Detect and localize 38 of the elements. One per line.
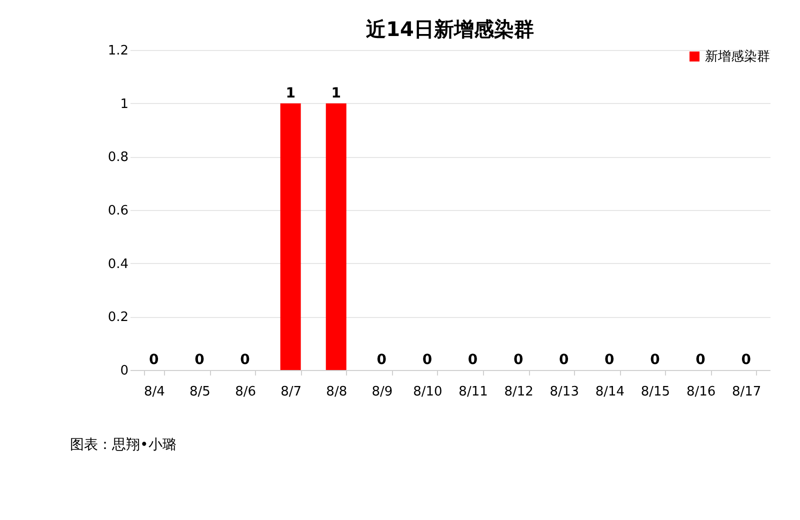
x-tick-label: 8/11 [458,384,488,400]
x-tick-label: 8/9 [372,384,393,400]
x-tick-label: 8/7 [280,384,302,400]
x-tick-label: 8/17 [732,384,762,400]
data-label: 0 [513,352,524,368]
legend-label: 新增感染群 [705,50,770,64]
data-label: 1 [331,85,341,102]
y-tick-label: 0 [120,364,128,378]
data-label: 0 [376,352,387,368]
x-tick-label: 8/16 [686,384,716,400]
x-tick-label: 8/5 [190,384,210,400]
y-tick-label: 0.2 [108,310,128,326]
x-tick-label: 8/12 [504,384,534,400]
data-label: 0 [149,352,160,368]
data-label: 0 [696,352,706,368]
data-label: 0 [741,352,752,368]
data-label: 0 [559,352,570,368]
chart-title: 近14日新增感染群 [365,17,534,41]
x-tick-label: 8/8 [326,384,348,400]
data-label: 0 [650,352,660,368]
data-label: 0 [468,352,478,368]
data-label: 0 [194,352,205,368]
y-tick-label: 0.6 [108,204,128,218]
x-tick-label: 8/14 [595,384,625,400]
x-tick-label: 8/4 [144,384,165,400]
data-label: 0 [422,352,432,368]
data-label: 0 [240,352,250,368]
data-label: 1 [286,85,296,102]
x-tick-label: 8/13 [550,384,579,400]
y-tick-label: 1 [120,96,128,112]
y-tick-label: 0.4 [108,256,128,272]
x-tick-label: 8/6 [235,384,256,400]
x-tick-label: 8/10 [413,384,442,400]
text: 图表：思翔•小璐 [70,437,176,453]
y-tick-label: 0.8 [108,150,128,166]
data-label: 0 [604,352,615,368]
x-tick-label: 8/15 [640,384,670,400]
y-tick-label: 1.2 [108,44,128,58]
